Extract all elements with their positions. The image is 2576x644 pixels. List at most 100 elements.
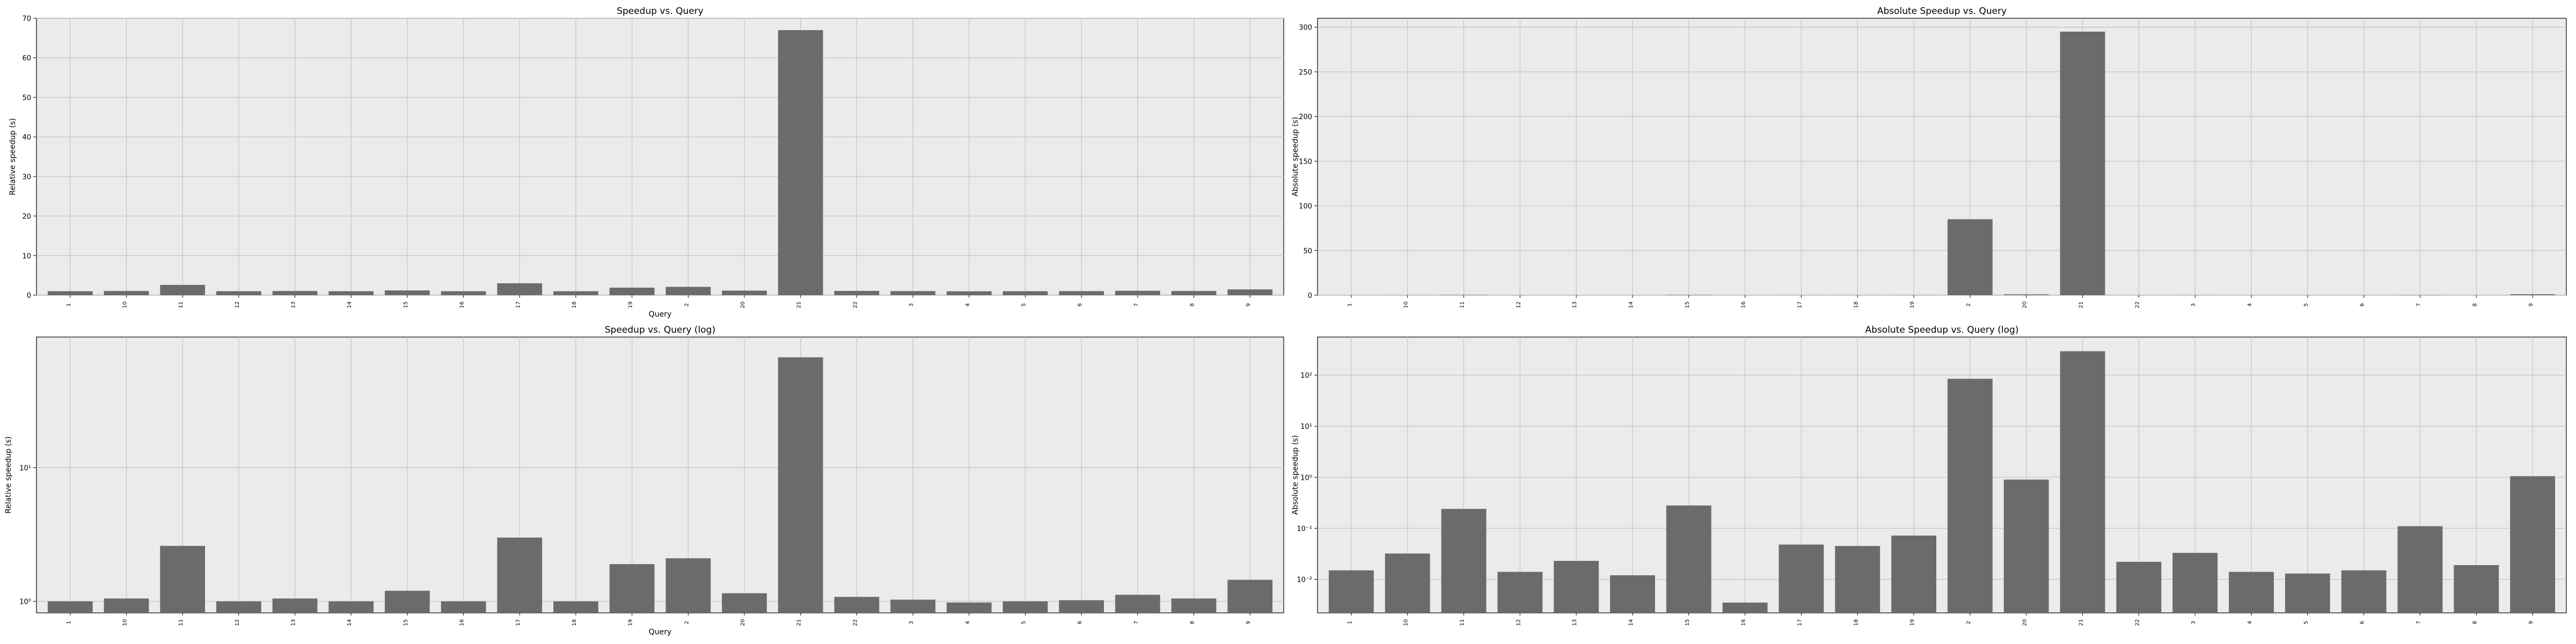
y-tick-label: 10⁰ [1300,474,1312,482]
bar-query-12 [216,601,261,613]
bar-query-12 [216,291,261,295]
x-axis-label: Query [649,310,672,319]
chart-title: Absolute Speedup vs. Query [1877,6,2007,17]
y-tick-label: 100 [1299,203,1312,211]
x-tick-label: 15 [1685,619,1690,626]
bar-query-21 [2060,351,2105,613]
bar-query-17 [497,283,543,295]
x-tick-label: 19 [1909,302,1915,309]
bar-query-19 [609,564,655,613]
bar-query-7 [1115,595,1160,613]
x-tick-label: 7 [2416,303,2421,306]
x-tick-label: 18 [572,619,577,626]
bar-query-17 [1779,544,1824,613]
x-tick-label: 13 [1572,619,1578,626]
x-tick-label: 15 [1685,302,1690,309]
x-tick-label: 1 [66,621,72,624]
bar-query-10 [104,291,149,295]
bar-query-20 [722,593,767,613]
bar-query-8 [1171,291,1217,295]
x-tick-label: 7 [2416,621,2421,624]
x-tick-label: 5 [2303,621,2309,624]
chart-panel-3: 10⁰ 10¹ 1 10 11 12 13 14 15 16 17 18 19 2 20 21 22 3 4 5 6 7 8… [4,325,1284,636]
bar-query-19 [1891,535,1937,613]
bar-query-6 [1059,600,1104,613]
bar-query-14 [328,291,374,295]
bar-query-20 [722,290,767,295]
bar-query-9 [2510,476,2556,613]
bar-query-7 [2397,526,2443,613]
bar-query-15 [385,590,430,613]
x-tick-label: 16 [1741,302,1747,309]
bar-query-3 [2172,553,2218,613]
bar-query-18 [553,291,598,295]
x-tick-label: 10 [122,619,128,626]
x-tick-label: 17 [515,302,521,309]
x-tick-label: 11 [178,302,184,309]
bar-query-11 [160,284,206,295]
bar-query-4 [946,291,992,295]
x-tick-label: 9 [2528,621,2534,624]
bar-query-2 [665,558,711,613]
x-tick-label: 21 [796,302,802,309]
y-tick-label: 10⁰ [19,598,31,606]
y-axis-label: Relative speedup (s) [9,118,17,195]
x-tick-label: 21 [796,619,802,626]
x-tick-label: 17 [1797,302,1803,309]
y-tick-label: 200 [1299,113,1312,121]
bar-query-16 [441,291,486,295]
x-tick-label: 19 [1909,619,1915,626]
x-tick-label: 3 [2191,621,2197,624]
bar-query-22 [2116,561,2162,613]
bar-query-11 [160,546,206,613]
y-tick-label: 50 [22,94,31,102]
bar-query-8 [1171,598,1217,613]
x-tick-label: 13 [1572,302,1578,309]
x-tick-label: 13 [291,302,297,309]
y-tick-label: 0 [27,292,31,300]
y-tick-label: 10¹ [1300,423,1312,431]
x-tick-label: 12 [1516,302,1521,309]
y-axis-label: Relative speedup (s) [4,436,13,514]
x-tick-label: 18 [1853,619,1859,626]
x-tick-label: 4 [965,621,971,624]
y-axis-label: Absolute speedup (s) [1291,117,1300,196]
bar-query-1 [47,291,93,295]
x-tick-label: 1 [1347,303,1353,306]
x-tick-label: 8 [1190,621,1196,624]
bar-query-10 [1385,553,1430,613]
y-tick-label: 50 [1303,247,1312,255]
bar-query-14 [328,601,374,613]
x-axis-label: Query [649,628,672,636]
bar-query-5 [2285,573,2330,613]
y-axis-label: Absolute speedup (s) [1291,435,1300,515]
x-tick-label: 11 [1460,619,1466,626]
y-tick-label: 0 [1308,292,1312,300]
x-tick-label: 3 [909,303,914,306]
bar-query-9 [1227,289,1273,295]
x-tick-label: 14 [347,619,353,626]
bar-query-2 [665,287,711,295]
y-tick-label: 150 [1299,158,1312,166]
bar-query-11 [1441,509,1487,613]
x-tick-label: 16 [1741,619,1747,626]
bar-query-6 [2341,570,2387,613]
x-tick-label: 2 [1966,303,1972,306]
plot-area [36,336,1284,613]
bar-query-3 [890,291,935,295]
x-tick-label: 11 [1460,302,1466,309]
bar-query-21 [778,30,823,295]
x-tick-label: 20 [740,302,746,309]
x-tick-label: 4 [2247,621,2253,624]
bar-query-9 [1227,580,1273,613]
bar-query-4 [946,602,992,613]
x-tick-label: 9 [2528,303,2534,306]
x-tick-label: 3 [909,621,914,624]
x-tick-label: 7 [1133,621,1139,624]
bar-query-13 [1554,561,1599,613]
y-tick-label: 10¹ [19,464,31,472]
y-tick-label: 30 [22,173,31,181]
x-tick-label: 18 [1853,302,1859,309]
bar-query-22 [834,291,880,295]
